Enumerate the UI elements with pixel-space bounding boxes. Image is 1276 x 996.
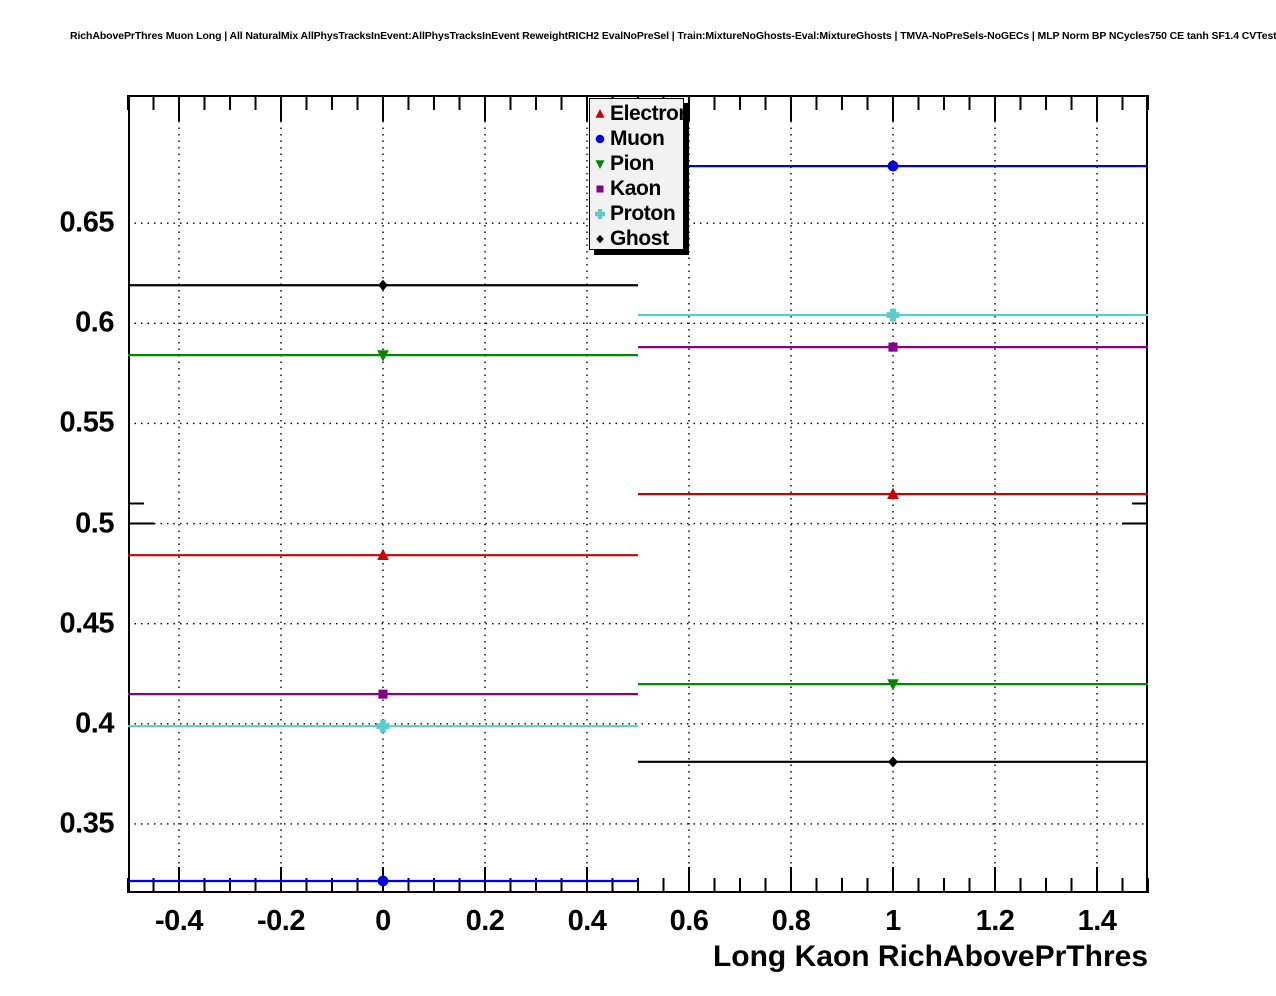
legend-entry-kaon[interactable]: Kaon (592, 176, 683, 201)
marker-ghost (888, 756, 898, 768)
legend-label: Electron (610, 102, 691, 125)
legend-entry-electron[interactable]: Electron (592, 101, 691, 126)
legend-entry-proton[interactable]: Proton (592, 201, 683, 226)
marker-proton (376, 719, 390, 733)
x-tick-label: 0.8 (771, 905, 811, 937)
x-tick-label: -0.4 (155, 905, 203, 937)
marker-muon (887, 160, 899, 172)
x-tick-label: 1 (885, 905, 901, 937)
y-tick-label: 0.5 (75, 507, 114, 540)
x-tick-label: -0.2 (257, 905, 305, 937)
legend-label: Ghost (610, 227, 669, 250)
marker-electron (377, 548, 389, 561)
square-icon (592, 176, 608, 201)
axis-ticks (127, 95, 1149, 893)
triangle-down-icon (592, 151, 608, 176)
legend-entry-pion[interactable]: Pion (592, 151, 683, 176)
x-tick-label: 0 (375, 905, 391, 937)
y-tick-label: 0.45 (59, 607, 115, 640)
series-electron (128, 487, 1148, 561)
legend-label: Muon (610, 127, 665, 150)
x-tick-label: 1.2 (975, 905, 1015, 937)
legend-box[interactable]: Electron Muon Pion Kaon Proton Ghost (589, 98, 691, 251)
series-muon (128, 160, 1148, 887)
x-axis-title: Long Kaon RichAbovePrThres (712, 940, 1148, 973)
x-tick-label: 0.6 (669, 905, 709, 937)
data-series (128, 160, 1148, 887)
legend-entry-muon[interactable]: Muon (592, 126, 683, 151)
triangle-up-icon (592, 101, 608, 126)
legend-label: Pion (610, 152, 654, 175)
marker-pion (377, 350, 389, 362)
x-tick-label: 1.4 (1077, 905, 1117, 937)
x-tick-label: 0.2 (465, 905, 505, 937)
marker-pion (887, 679, 899, 691)
y-tick-label: 0.6 (75, 306, 114, 339)
series-proton (128, 308, 1148, 733)
y-tick-label: 0.35 (59, 807, 115, 840)
page-title: RichAbovePrThres Muon Long | All Natural… (70, 30, 1276, 42)
cross-icon (592, 201, 608, 226)
y-tick-label: 0.55 (59, 406, 115, 439)
legend-label: Kaon (610, 177, 661, 200)
marker-kaon (888, 342, 898, 352)
y-tick-label: 0.4 (75, 707, 114, 740)
marker-proton (886, 308, 900, 322)
marker-muon (377, 875, 389, 887)
legend-entry-ghost[interactable]: Ghost (592, 226, 683, 251)
marker-electron (887, 487, 899, 499)
marker-ghost (378, 279, 388, 291)
legend-label: Proton (610, 202, 676, 225)
y-tick-label: 0.65 (59, 206, 115, 239)
diamond-icon (592, 226, 608, 251)
grid-lines (128, 95, 1148, 893)
series-ghost (128, 279, 1148, 768)
plot-area (127, 95, 1149, 893)
series-pion (128, 350, 1148, 691)
marker-kaon (378, 689, 388, 699)
circle-icon (592, 126, 608, 151)
series-kaon (128, 342, 1148, 699)
x-tick-label: 0.4 (567, 905, 607, 937)
